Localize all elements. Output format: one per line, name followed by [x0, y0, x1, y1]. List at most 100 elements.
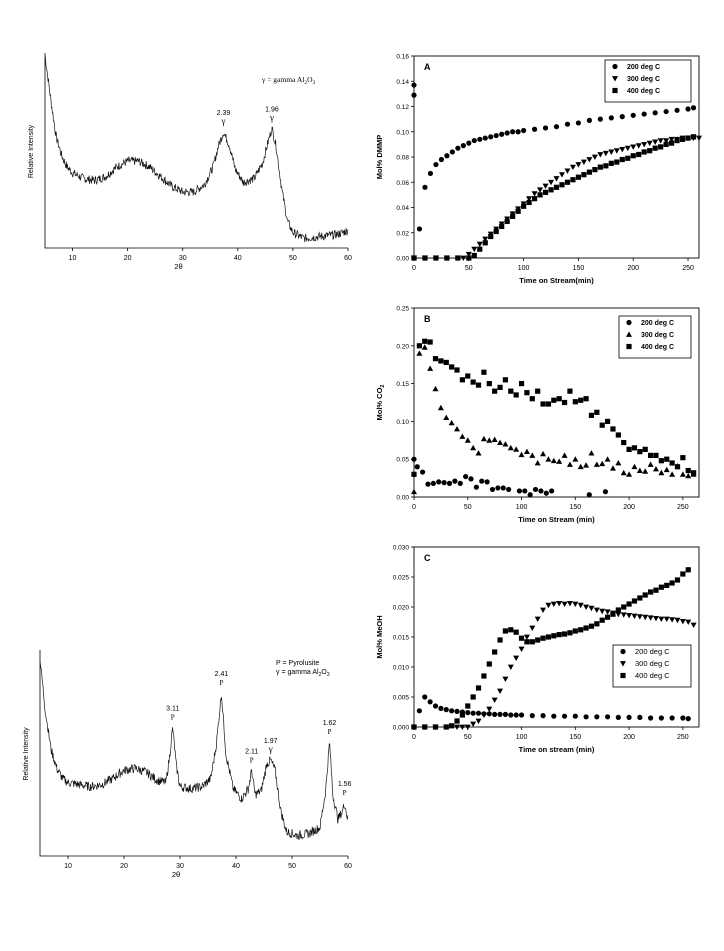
x-tick-label: 10 [64, 863, 72, 870]
y-axis-label-subscript: 2 [380, 385, 386, 388]
data-point [615, 611, 622, 618]
data-point [690, 105, 697, 111]
data-point [449, 723, 455, 729]
data-point [619, 156, 625, 163]
data-point [411, 471, 417, 477]
data-point [489, 486, 496, 493]
phase-legend-part: 2 [319, 672, 322, 678]
data-point [491, 436, 498, 442]
data-point [588, 605, 595, 612]
data-point [465, 373, 471, 379]
data-point [545, 401, 552, 407]
panel-letter: C [424, 553, 431, 563]
data-point [437, 404, 444, 411]
x-axis-label: Time on stream (min) [519, 745, 595, 754]
data-point [637, 595, 643, 601]
legend: 200 deg C 300 deg C 400 deg C [612, 644, 692, 688]
x-tick-label: 10 [69, 255, 77, 262]
data-point [685, 472, 692, 479]
phase-legend-part: O [321, 669, 327, 676]
data-point [497, 688, 504, 694]
data-point [454, 367, 460, 373]
data-point [679, 136, 686, 142]
data-point [674, 617, 681, 624]
legend-marker [620, 648, 626, 655]
x-axis-label: Time on Stream (min) [518, 515, 595, 524]
data-point [477, 246, 483, 252]
data-point [459, 712, 465, 718]
data-point [626, 613, 633, 619]
data-point [518, 381, 525, 387]
data-point [586, 169, 592, 175]
phase-legend-part: 2 [304, 80, 307, 86]
data-point [475, 450, 482, 456]
data-point [486, 381, 492, 387]
data-point [658, 715, 664, 721]
data-point [497, 439, 504, 445]
data-point [529, 639, 535, 645]
data-point [455, 145, 461, 151]
y-tick-label: 0.00 [396, 495, 409, 502]
data-point [449, 708, 455, 714]
data-point [621, 439, 627, 446]
data-point [535, 388, 541, 394]
data-point [470, 379, 476, 385]
data-point [647, 148, 653, 154]
data-point [613, 148, 620, 154]
legend-box [612, 644, 692, 688]
peak-phase-label: P [219, 679, 223, 687]
data-point [523, 634, 530, 640]
data-point [526, 196, 533, 202]
x-axis-label: Time on Stream(min) [519, 276, 594, 285]
data-point [559, 182, 565, 188]
legend-label: 200 deg C [627, 64, 660, 71]
data-point [669, 617, 676, 623]
data-point [564, 179, 571, 185]
data-point [427, 699, 433, 705]
data-point [674, 577, 681, 583]
peak-phase-label: P [343, 789, 347, 797]
data-point [470, 721, 477, 727]
legend: 200 deg C 300 deg C 400 deg C [604, 59, 692, 103]
peak-d-spacing: 2.39 [217, 110, 231, 117]
x-tick-label: 50 [288, 863, 296, 870]
data-point [438, 358, 444, 364]
data-point [680, 571, 686, 577]
chart-b: 0 50 100 150 200 250 0.00 0.05 0.10 0.15 0.20 0.25 T… [375, 306, 700, 524]
data-point [454, 425, 461, 432]
peak-phase-label: P [171, 713, 175, 721]
data-point [521, 127, 527, 134]
data-point [637, 714, 643, 721]
data-point [599, 422, 605, 428]
diffraction-pattern [44, 55, 349, 243]
data-point [532, 486, 539, 493]
y-axis-label: Mol% DMMP [375, 135, 384, 180]
data-point [648, 589, 654, 595]
data-point [631, 445, 638, 451]
data-point [510, 213, 516, 219]
data-point [433, 161, 439, 168]
data-point [626, 471, 633, 477]
data-point [619, 147, 626, 153]
data-point [480, 712, 487, 718]
data-point [583, 714, 589, 720]
phase-legend-part: γ = gamma Al [276, 669, 319, 676]
data-point [486, 711, 492, 717]
data-point [502, 441, 509, 447]
data-point [470, 710, 476, 716]
legend-marker [612, 63, 618, 70]
legend-marker [612, 87, 618, 94]
data-point [674, 107, 680, 113]
data-point [604, 614, 611, 620]
data-point [475, 685, 482, 691]
data-point [561, 399, 568, 406]
data-point [529, 713, 535, 719]
data-point [422, 338, 428, 344]
data-point [561, 601, 568, 607]
data-point [642, 592, 648, 598]
data-point [484, 479, 490, 485]
data-point [679, 619, 686, 625]
data-point [454, 724, 461, 730]
data-point [454, 708, 460, 715]
